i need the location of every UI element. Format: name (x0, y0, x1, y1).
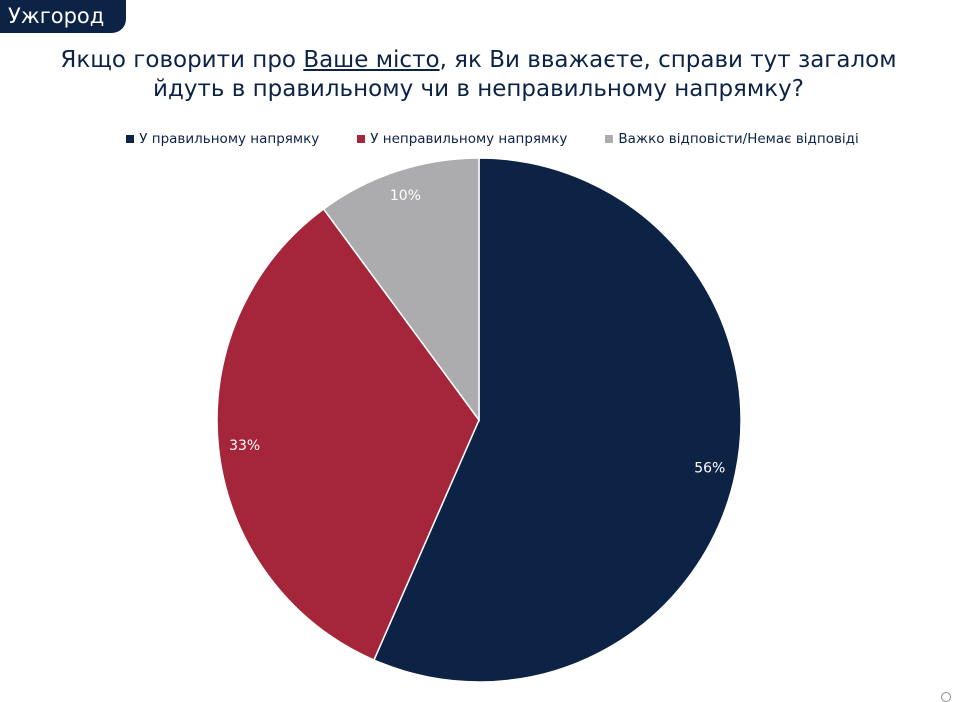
slice-hard-to-say (322, 157, 480, 423)
legend-label: У неправильному напрямку (370, 131, 568, 147)
legend-item-right-direction: У правильному напрямку (126, 131, 319, 147)
legend-item-wrong-direction: У неправильному напрямку (357, 131, 567, 147)
legend-label: У правильному напрямку (139, 131, 320, 147)
corner-indicator (941, 692, 951, 702)
data-label-right-direction: 56% (694, 460, 725, 476)
chart-legend: У правильному напрямку У неправильному н… (14, 131, 957, 147)
data-label-wrong-direction: 33% (229, 438, 260, 454)
title-part-2: , як Ви вважаєте, справи тут загалом (439, 47, 897, 73)
chart-title: Якщо говорити про Ваше місто, як Ви вваж… (0, 46, 957, 104)
city-tab: Ужгород (0, 0, 127, 33)
title-underlined: Ваше місто (303, 47, 440, 73)
legend-item-hard-to-say: Важко відповісти/Немає відповіді (605, 131, 859, 147)
slice-wrong-direction (216, 207, 480, 662)
legend-label: Важко відповісти/Немає відповіді (618, 131, 859, 147)
legend-swatch (126, 135, 135, 143)
data-label-hard-to-say: 10% (390, 188, 421, 204)
slice-right-direction (372, 157, 742, 683)
title-part-1: Якщо говорити про (60, 47, 304, 73)
legend-swatch (357, 135, 366, 143)
title-line-2: йдуть в правильному чи в неправильному н… (153, 76, 804, 102)
legend-swatch (605, 135, 614, 143)
